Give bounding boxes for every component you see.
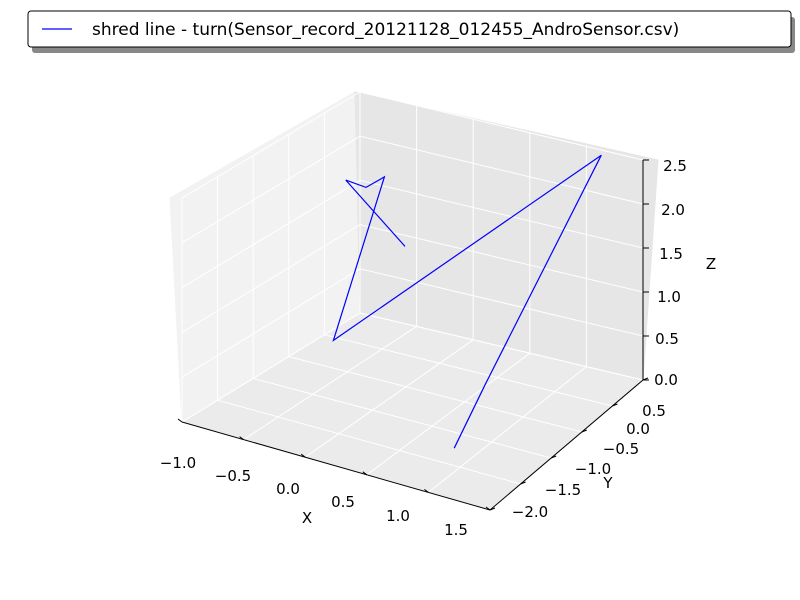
y-axis: −2.0 −1.5 −1.0 −0.5 0.0 0.5 Y [489,377,666,521]
x-tick-mark [362,471,368,476]
grid-line [253,377,552,459]
grid-line [359,135,644,205]
x-axis-line [181,421,491,511]
y-axis-label: Y [602,474,613,492]
grid-line [324,334,613,407]
grid-line [359,268,644,337]
z-axis: 0.0 0.5 1.0 1.5 2.0 2.5 Z [643,157,716,389]
grid-line [428,366,587,493]
grid-line [359,312,644,381]
x-tick-label: −0.5 [215,467,251,485]
z-tick-label: 1.0 [657,288,681,306]
grid-line [304,339,474,458]
x-axis-label: X [302,509,312,527]
grid-line [181,312,361,423]
x-tick-mark [239,436,244,441]
grid-line [359,224,644,293]
y-axis-line [489,379,644,511]
series-line [332,154,602,449]
grid-line [366,352,531,476]
x-tick-label: −1.0 [160,454,196,472]
y-tick-label: −1.5 [545,481,581,499]
grid-line [243,325,417,441]
z-axis-label: Z [706,255,716,273]
y-tick-mark [551,455,557,459]
grid-line [181,268,361,378]
grid-line [181,179,361,289]
x-tick-mark [424,488,429,493]
z-tick-label: 0.5 [655,330,679,348]
grid-line [217,399,521,485]
grid-line [288,356,582,433]
x-tick-label: 1.5 [444,521,468,539]
x-tick-label: 0.0 [276,480,300,498]
y-tick-label: 0.0 [626,420,650,438]
y-tick-mark [489,507,496,511]
x-tick-label: 1.0 [386,507,410,525]
z-tick-label: 1.5 [659,245,683,263]
legend: shred line - turn(Sensor_record_20121128… [27,10,795,53]
y-tick-mark [581,429,587,433]
x-tick-mark [177,418,183,423]
x-tick-mark [300,453,306,458]
axis-lines [181,160,644,511]
y-tick-mark [520,481,526,485]
z-tick-label: 2.0 [661,201,685,219]
x-tick-label: 0.5 [331,493,355,511]
grid-line [181,135,361,244]
grid-line [181,224,361,333]
z-tick-label: 2.5 [663,157,687,175]
legend-label: shred line - turn(Sensor_record_20121128… [92,20,679,40]
z-tick-label: 0.0 [654,371,678,389]
grid-line [359,179,644,249]
y-tick-label: −0.5 [603,440,639,458]
grid-line [359,91,644,161]
y-tick-label: −1.0 [575,460,611,478]
grid-line [181,91,361,199]
x-axis: −1.0 −0.5 0.0 0.5 1.0 1.5 X [160,418,491,539]
y-tick-mark [612,403,618,407]
x-tick-mark [485,506,491,511]
legend-box [27,10,792,48]
y-tick-label: −2.0 [512,503,548,521]
y-tick-label: 0.5 [642,402,666,420]
